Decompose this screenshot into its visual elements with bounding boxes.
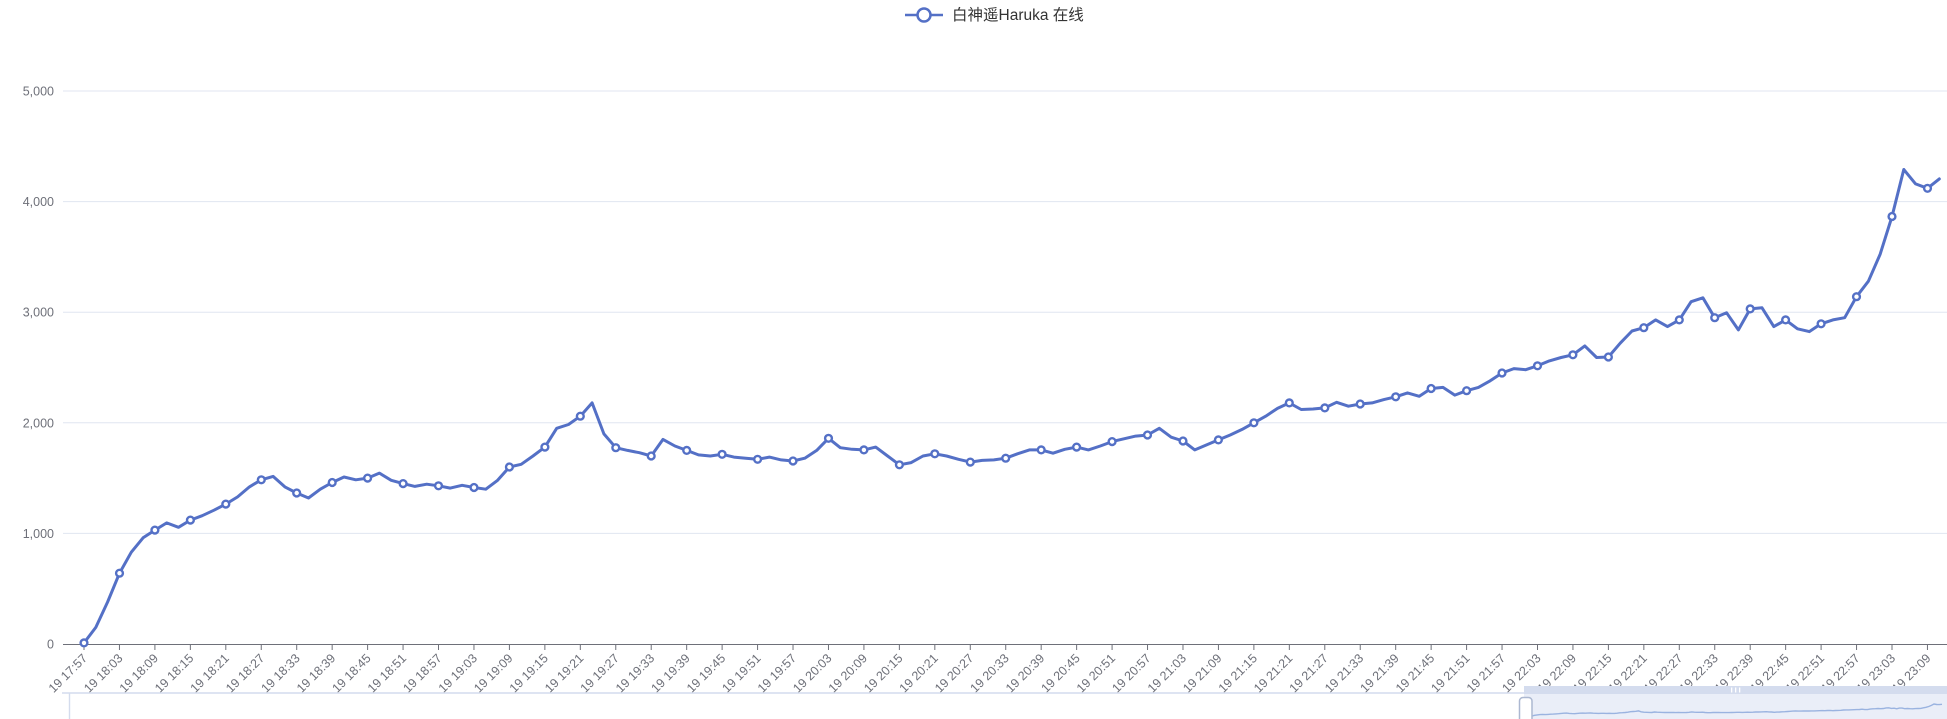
data-point-marker[interactable]: [859, 445, 869, 455]
data-point-marker[interactable]: [1142, 430, 1153, 440]
data-point-marker[interactable]: [646, 451, 656, 461]
data-point-marker[interactable]: [1851, 292, 1862, 302]
data-point-marker[interactable]: [1107, 437, 1117, 447]
zoom-move-grip-icon: [1731, 687, 1733, 693]
y-tick-label: 0: [47, 638, 54, 652]
data-point-marker[interactable]: [150, 525, 160, 535]
data-point-marker[interactable]: [79, 638, 89, 648]
data-point-marker[interactable]: [1497, 368, 1507, 378]
data-point-marker[interactable]: [1710, 313, 1720, 323]
data-point-marker[interactable]: [469, 482, 479, 493]
data-point-marker[interactable]: [540, 442, 550, 452]
data-point-marker[interactable]: [114, 568, 125, 578]
series-online-count[interactable]: [79, 168, 1941, 648]
data-point-marker[interactable]: [1426, 383, 1436, 394]
y-tick-label: 1,000: [23, 527, 54, 541]
y-tick-label: 4,000: [23, 195, 54, 209]
zoom-move-grip-icon: [1735, 687, 1737, 693]
data-point-marker[interactable]: [1284, 398, 1294, 408]
data-point-marker[interactable]: [575, 411, 585, 421]
data-point-marker[interactable]: [965, 457, 975, 467]
data-point-marker[interactable]: [930, 449, 940, 459]
data-point-marker[interactable]: [398, 479, 408, 489]
legend[interactable]: 白神遥Haruka 在线: [905, 6, 1084, 24]
y-tick-label: 3,000: [23, 306, 54, 320]
data-point-marker[interactable]: [1568, 350, 1578, 360]
data-point-marker[interactable]: [433, 481, 444, 491]
data-point-marker[interactable]: [1001, 453, 1011, 463]
y-axis-labels: 0 1,000 2,000 3,000 4,000 5,000: [23, 85, 54, 652]
data-point-marker[interactable]: [1603, 352, 1614, 362]
x-axis: [63, 644, 1947, 650]
data-point-marker[interactable]: [185, 515, 196, 525]
data-point-marker[interactable]: [504, 462, 515, 472]
data-point-marker[interactable]: [1780, 315, 1791, 325]
data-point-marker[interactable]: [363, 473, 373, 483]
data-point-marker[interactable]: [611, 443, 621, 453]
data-point-marker[interactable]: [292, 488, 302, 498]
zoom-mini-chart-line: [1523, 703, 1943, 719]
data-zoom-slider[interactable]: [62, 686, 1947, 719]
series-line[interactable]: [82, 168, 1941, 645]
y-tick-label: 5,000: [23, 85, 54, 99]
data-point-marker[interactable]: [682, 445, 692, 456]
data-point-marker[interactable]: [752, 454, 763, 464]
data-point-marker[interactable]: [823, 433, 834, 443]
zoom-left-handle[interactable]: [1518, 696, 1533, 719]
data-point-marker[interactable]: [221, 499, 231, 509]
data-point-marker[interactable]: [1816, 319, 1826, 329]
legend-circle-icon: [916, 7, 932, 23]
data-point-marker[interactable]: [1745, 304, 1755, 314]
data-point-marker[interactable]: [1213, 435, 1224, 445]
data-point-marker[interactable]: [1355, 399, 1365, 409]
data-point-marker[interactable]: [1887, 211, 1897, 222]
data-point-marker[interactable]: [256, 475, 266, 485]
data-point-marker[interactable]: [1391, 392, 1401, 402]
data-point-marker[interactable]: [1320, 403, 1330, 413]
y-tick-label: 2,000: [23, 416, 54, 430]
data-point-marker[interactable]: [327, 477, 337, 488]
y-gridlines: [63, 90, 1947, 534]
data-point-marker[interactable]: [1674, 315, 1684, 325]
zoom-move-grip-icon: [1739, 687, 1741, 693]
data-point-marker[interactable]: [894, 460, 905, 470]
data-point-marker[interactable]: [1532, 361, 1543, 371]
data-point-marker[interactable]: [1922, 183, 1933, 193]
data-point-marker[interactable]: [1178, 436, 1188, 446]
data-point-marker[interactable]: [1071, 442, 1082, 452]
data-point-marker[interactable]: [1639, 323, 1649, 333]
legend-label: 白神遥Haruka 在线: [952, 6, 1084, 24]
data-point-marker[interactable]: [1036, 445, 1046, 455]
data-point-marker[interactable]: [788, 456, 798, 466]
data-point-marker[interactable]: [1249, 418, 1259, 428]
data-point-marker[interactable]: [717, 449, 727, 459]
data-point-marker[interactable]: [1461, 386, 1472, 396]
